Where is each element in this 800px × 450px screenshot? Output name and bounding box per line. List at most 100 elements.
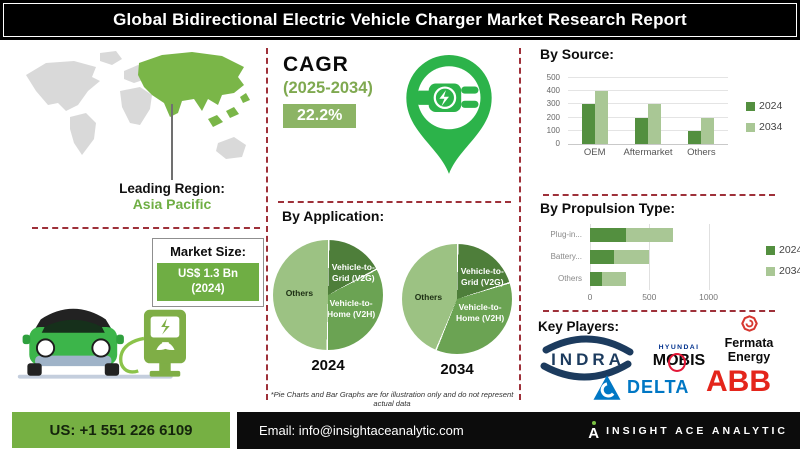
pie-2034: Vehicle-to-Grid (V2G) Vehicle-to-Home (V… (402, 244, 512, 354)
y-tick-label: 400 (546, 86, 560, 96)
y-tick-label: 300 (546, 99, 560, 109)
phone-banner: US: +1 551 226 6109 (12, 412, 230, 448)
market-size-label: Market Size: (170, 244, 246, 259)
cagr-label: CAGR (283, 53, 349, 76)
divider (543, 310, 775, 312)
bar-segment-2034 (601, 272, 626, 286)
indra-logo: INDRA (540, 335, 634, 381)
legend-item: 2034 (766, 265, 800, 277)
world-map (26, 51, 250, 159)
legend-swatch-2034 (766, 266, 775, 276)
gridline (708, 224, 710, 290)
by-source-chart: By Source: 0 100 200 300 400 500 OEM Aftermark… (532, 44, 798, 194)
leading-region-label: Leading Region: (119, 181, 225, 196)
gridline (568, 103, 728, 105)
bar-2024 (634, 117, 648, 144)
divider (266, 48, 268, 400)
cagr-period: (2025-2034) (283, 79, 373, 97)
by-source-plot (568, 77, 728, 145)
by-propulsion-chart: By Propulsion Type: Plug-in... Battery...… (532, 198, 800, 314)
insight-ace-logo: A INSIGHT ACE ANALYTIC (588, 420, 788, 442)
propulsion-plot (590, 224, 756, 290)
divider (543, 194, 775, 196)
divider (278, 201, 511, 203)
brand-name: INSIGHT ACE ANALYTIC (606, 424, 788, 437)
bar-row (590, 250, 756, 264)
gridline (568, 90, 728, 92)
key-players-heading: Key Players: (538, 319, 620, 334)
pie-slice-label-v2g: Vehicle-to-Grid (V2G) (460, 266, 504, 287)
cagr-block: CAGR (2025-2034) 22.2% (283, 53, 413, 128)
cagr-value: 22.2% (283, 104, 357, 128)
fermata-energy-logo: Fermata Energy (706, 315, 792, 365)
pie-slice-label-v2g: Vehicle-to-Grid (V2G) (331, 262, 375, 283)
gridline (568, 77, 728, 78)
x-tick-label: 0 (587, 292, 593, 302)
category-label: OEM (583, 147, 606, 158)
by-source-categories: OEM Aftermarket Others (568, 147, 728, 158)
mobis-o-ring-icon (667, 353, 686, 372)
phone-number: US: +1 551 226 6109 (49, 421, 193, 439)
title-bar: Global Bidirectional Electric Vehicle Ch… (0, 0, 800, 40)
legend-item: 2034 (746, 121, 782, 133)
pie-year-label: 2024 (311, 357, 345, 374)
indra-logo-text: INDRA (551, 350, 625, 369)
category-label: Plug-in... (550, 230, 582, 239)
propulsion-legend: 2024 2034 (766, 244, 800, 277)
brand-monogram: A (588, 424, 600, 442)
pie-slice-label-others: Others (285, 288, 314, 299)
footer-bar: Email: info@insightaceanalytic.com A INS… (237, 412, 800, 449)
hyundai-logo-text: HYUNDAI (658, 344, 700, 351)
brand-mark-icon: A (588, 420, 600, 442)
bar-segment-2024 (590, 272, 602, 286)
bar-2034 (701, 117, 715, 144)
by-source-yaxis: 0 100 200 300 400 500 (538, 73, 562, 148)
bar-group (675, 78, 728, 144)
y-tick-label: 500 (546, 73, 560, 82)
pie-slice-label-others: Others (414, 292, 443, 303)
by-propulsion-heading: By Propulsion Type: (540, 200, 676, 216)
by-source-heading: By Source: (540, 46, 614, 62)
map-pointer-line (171, 104, 173, 180)
legend-label: 2024 (779, 244, 800, 256)
bar-2034 (647, 104, 661, 144)
abb-logo: ABB (706, 365, 771, 398)
category-label: Aftermarket (623, 147, 673, 158)
bar-group (621, 78, 674, 144)
delta-logo: DELTA (592, 374, 689, 401)
delta-logo-text: DELTA (627, 377, 690, 397)
legend-swatch-2034 (746, 122, 755, 132)
ev-car-charging-illustration (17, 308, 186, 379)
mobis-logo-text: MOBIS (653, 352, 705, 372)
delta-triangle-icon (593, 375, 621, 400)
leading-region-value: Asia Pacific (132, 196, 212, 212)
title-frame: Global Bidirectional Electric Vehicle Ch… (3, 3, 797, 37)
category-label: Battery... (550, 252, 582, 261)
legend-label: 2034 (759, 121, 783, 133)
leading-region: Leading Region: Asia Pacific (92, 181, 252, 212)
pie-slice-label-v2h: Vehicle-to-Home (V2H) (326, 298, 376, 319)
by-source-legend: 2024 2034 (746, 100, 782, 133)
legend-label: 2024 (759, 100, 783, 112)
hyundai-mobis-logo: HYUNDAI MOBIS (640, 344, 718, 372)
divider (32, 227, 260, 229)
pie-slice-label-v2h: Vehicle-to-Home (V2H) (455, 302, 505, 323)
category-label: Others (557, 274, 582, 283)
bar-segment-2034 (625, 228, 673, 242)
bar-2034 (594, 91, 608, 144)
ev-charger-location-pin-icon (406, 55, 492, 174)
legend-label: 2034 (779, 265, 800, 277)
y-tick-label: 0 (555, 139, 560, 148)
propulsion-labels: Plug-in... Battery... Others (532, 224, 586, 290)
pie-2024: Vehicle-to-Grid (V2G) Vehicle-to-Home (V… (273, 240, 383, 350)
bar-segment-2024 (590, 228, 626, 242)
legend-swatch-2024 (746, 101, 755, 111)
market-size-value-box: US$ 1.3 Bn (2024) (157, 263, 259, 301)
y-tick-label: 100 (546, 125, 560, 135)
x-tick-label: 1000 (699, 292, 719, 302)
legend-item: 2024 (766, 244, 800, 256)
page-title: Global Bidirectional Electric Vehicle Ch… (113, 10, 687, 29)
fermata-logo-text: Energy (727, 349, 771, 364)
fermata-icon (740, 315, 758, 332)
